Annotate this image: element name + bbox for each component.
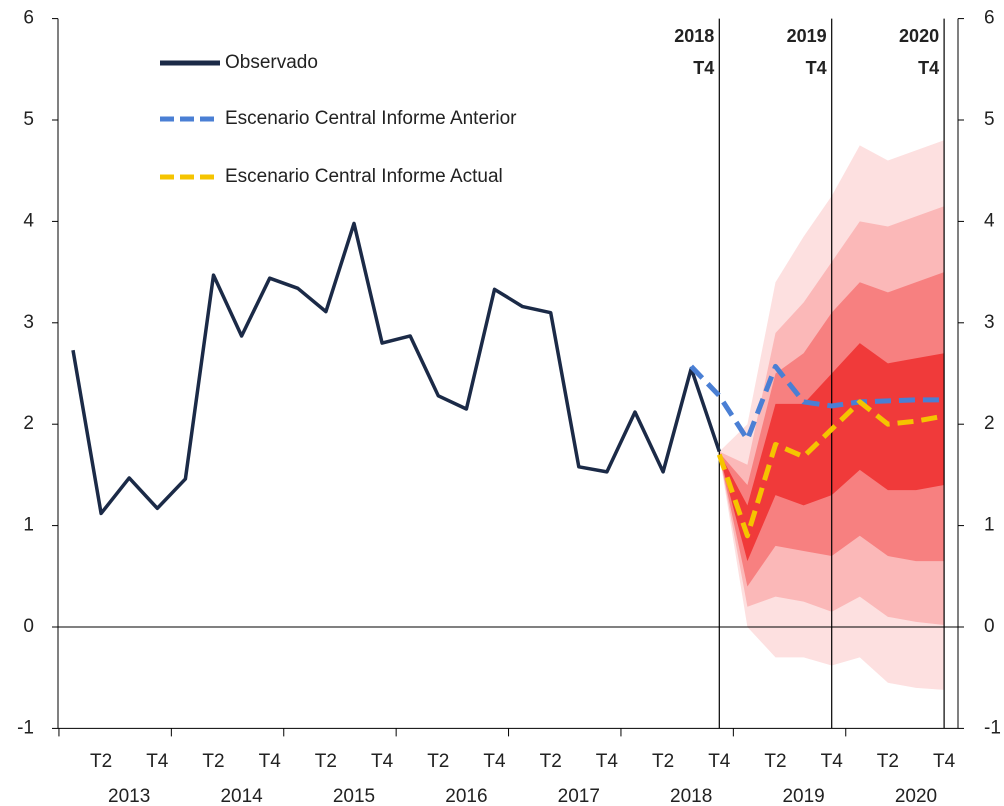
y2-tick-label: 3 xyxy=(984,312,995,333)
marker-year: 2018 xyxy=(674,26,714,46)
x-tick-label: T2 xyxy=(652,751,674,772)
x-tick-label: T4 xyxy=(146,751,169,772)
x-tick-label: T4 xyxy=(821,751,844,772)
x-tick-label: T2 xyxy=(764,751,786,772)
legend-label: Observado xyxy=(225,52,318,73)
x-tick-label: T4 xyxy=(371,751,394,772)
marker-quarter: T4 xyxy=(918,58,939,78)
series-line xyxy=(716,399,945,539)
x-tick-label: T4 xyxy=(708,751,731,772)
y2-tick-label: 6 xyxy=(984,8,995,29)
year-label: 2015 xyxy=(333,786,375,806)
year-label: 2019 xyxy=(782,786,824,806)
y2-tick-label: 1 xyxy=(984,515,995,536)
x-tick-label: T2 xyxy=(202,751,224,772)
y-tick-label: -1 xyxy=(17,717,34,738)
series-line xyxy=(71,221,721,516)
y-tick-label: 6 xyxy=(23,8,34,29)
marker-year: 2019 xyxy=(787,26,827,46)
y-tick-label: 3 xyxy=(23,312,34,333)
marker-year: 2020 xyxy=(899,26,939,46)
y2-tick-label: -1 xyxy=(984,717,1001,738)
x-tick-label: T2 xyxy=(540,751,562,772)
year-label: 2016 xyxy=(445,786,487,806)
y2-tick-label: 5 xyxy=(984,109,995,130)
x-tick-label: T4 xyxy=(259,751,282,772)
year-label: 2013 xyxy=(108,786,150,806)
y-tick-label: 0 xyxy=(23,616,34,637)
marker-quarter: T4 xyxy=(806,58,827,78)
year-label: 2018 xyxy=(670,786,712,806)
series-line xyxy=(689,363,945,442)
legend-label: Escenario Central Informe Anterior xyxy=(225,108,517,129)
y-tick-label: 1 xyxy=(23,515,34,536)
x-tick-label: T2 xyxy=(90,751,112,772)
x-tick-label: T4 xyxy=(483,751,506,772)
x-tick-label: T4 xyxy=(596,751,619,772)
x-tick-label: T4 xyxy=(933,751,956,772)
y-tick-label: 2 xyxy=(23,413,34,434)
y2-tick-label: 0 xyxy=(984,616,995,637)
x-tick-label: T2 xyxy=(315,751,337,772)
year-label: 2017 xyxy=(558,786,600,806)
y2-tick-label: 2 xyxy=(984,413,995,434)
y-tick-label: 4 xyxy=(23,210,34,231)
year-label: 2020 xyxy=(895,786,937,806)
x-tick-label: T2 xyxy=(877,751,899,772)
y2-tick-label: 4 xyxy=(984,210,995,231)
legend-label: Escenario Central Informe Actual xyxy=(225,166,503,187)
y-tick-label: 5 xyxy=(23,109,34,130)
marker-quarter: T4 xyxy=(693,58,714,78)
x-tick-label: T2 xyxy=(427,751,449,772)
year-label: 2014 xyxy=(220,786,263,806)
